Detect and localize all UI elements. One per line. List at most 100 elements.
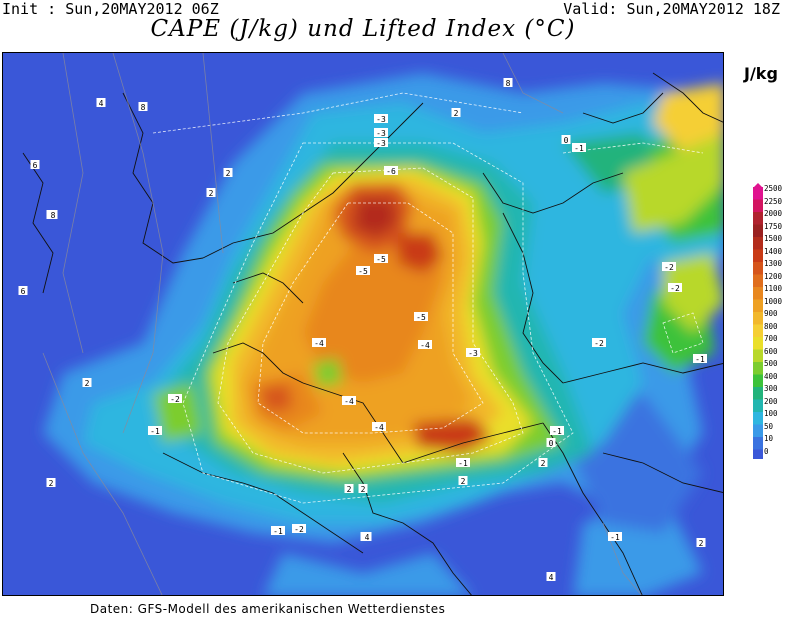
li-label: 2 <box>696 538 706 548</box>
data-source: Daten: GFS-Modell des amerikanischen Wet… <box>90 602 446 616</box>
li-label: -3 <box>374 114 388 124</box>
li-label: -3 <box>374 128 388 138</box>
li-label: 2 <box>451 108 461 118</box>
scale-swatch <box>753 324 763 338</box>
svg-text:2: 2 <box>226 169 231 178</box>
li-label: -5 <box>356 266 370 276</box>
li-label: -2 <box>592 338 606 348</box>
li-label: 0 <box>546 438 556 448</box>
svg-text:-5: -5 <box>376 255 386 264</box>
scale-label: 100 <box>764 409 778 418</box>
svg-text:4: 4 <box>99 99 104 108</box>
li-label: 2 <box>46 478 56 488</box>
svg-text:-6: -6 <box>386 167 396 176</box>
scale-label: 800 <box>764 321 778 331</box>
svg-text:2: 2 <box>541 459 546 468</box>
svg-text:6: 6 <box>21 287 26 296</box>
li-label: -5 <box>414 312 428 322</box>
cape-map: -6 -5 -5 -5 -4 -4 -4 -4 -3 -3 -3 -3 -2 -2 -2 -2 -2 -1 -1 -1… <box>2 52 724 596</box>
li-label: 2 <box>82 378 92 388</box>
scale-label: 1500 <box>764 234 783 243</box>
scale-label: 1100 <box>764 284 783 293</box>
svg-text:0: 0 <box>564 136 569 145</box>
svg-text:2: 2 <box>85 379 90 388</box>
svg-text:-1: -1 <box>610 533 620 542</box>
li-label: -1 <box>693 354 707 364</box>
scale-swatch <box>753 224 763 238</box>
svg-text:-2: -2 <box>294 525 304 534</box>
svg-text:-5: -5 <box>358 267 368 276</box>
svg-text:-1: -1 <box>574 144 584 153</box>
scale-swatch <box>753 362 763 375</box>
li-label: 8 <box>48 210 58 220</box>
li-label: 2 <box>458 476 468 486</box>
scale-swatch <box>753 212 763 225</box>
li-label: -2 <box>662 262 676 272</box>
li-label: 2 <box>344 484 354 494</box>
scale-swatch <box>753 312 763 325</box>
svg-text:0: 0 <box>549 439 554 448</box>
scale-swatch <box>753 262 763 275</box>
li-label: -2 <box>668 283 682 293</box>
scale-label: 400 <box>764 371 778 381</box>
svg-text:2: 2 <box>461 477 466 486</box>
svg-text:-2: -2 <box>594 339 604 348</box>
li-label: -1 <box>608 532 622 542</box>
cape-field <box>3 53 723 595</box>
scale-label: 1200 <box>764 271 783 281</box>
svg-text:-4: -4 <box>314 339 324 348</box>
svg-text:-4: -4 <box>344 397 354 406</box>
svg-text:-2: -2 <box>670 284 680 293</box>
lifted-index-contours <box>152 92 704 504</box>
svg-text:2: 2 <box>361 485 366 494</box>
scale-label: 10 <box>764 434 774 443</box>
scale-swatch <box>753 337 763 350</box>
li-label: 8 <box>503 78 513 88</box>
li-label: 4 <box>362 532 372 542</box>
svg-text:4: 4 <box>365 533 370 542</box>
li-label: -4 <box>418 340 432 350</box>
li-label: 0 <box>561 135 571 145</box>
li-label: 6 <box>18 286 28 296</box>
svg-text:-2: -2 <box>664 263 674 272</box>
li-label: -4 <box>342 396 356 406</box>
scale-swatch <box>753 412 763 425</box>
scale-label: 300 <box>764 384 778 393</box>
scale-label: 1000 <box>764 296 783 306</box>
svg-text:2: 2 <box>347 485 352 494</box>
scale-label: 50 <box>764 421 774 431</box>
svg-text:2: 2 <box>454 109 459 118</box>
li-label: -2 <box>168 394 182 404</box>
scale-label: 1400 <box>764 246 783 256</box>
lifted-index-labels: -6-5-5-5-4 -4-4-4-3-3-3-3-2-2-2-2-2-1-1-1… <box>18 78 707 582</box>
li-label: 4 <box>546 572 556 582</box>
scale-swatch <box>753 287 763 300</box>
scale-label: 900 <box>764 309 778 318</box>
scale-swatch <box>753 299 763 313</box>
valid-time: Valid: Sun,20MAY2012 18Z <box>563 0 780 18</box>
li-label: 2 <box>358 484 368 494</box>
scale-label: 2250 <box>764 196 783 206</box>
scale-label: 700 <box>764 334 778 343</box>
li-label: -5 <box>374 254 388 264</box>
scale-swatch <box>753 449 763 459</box>
svg-text:6: 6 <box>33 161 38 170</box>
svg-text:2: 2 <box>699 539 704 548</box>
li-label: -1 <box>550 426 564 436</box>
scale-label: 200 <box>764 396 778 406</box>
li-label: -1 <box>456 458 470 468</box>
li-label: 2 <box>538 458 548 468</box>
svg-text:-3: -3 <box>468 349 478 358</box>
li-label: 2 <box>206 188 216 198</box>
li-label: 8 <box>138 102 148 112</box>
scale-label: 1750 <box>764 221 783 231</box>
color-scale <box>753 183 763 459</box>
li-label: 6 <box>30 160 40 170</box>
svg-text:-5: -5 <box>416 313 426 322</box>
scale-swatch <box>753 349 763 363</box>
svg-text:2: 2 <box>49 479 54 488</box>
li-label: 4 <box>96 98 106 108</box>
scale-swatch <box>753 187 763 200</box>
scale-label: 2000 <box>764 209 783 218</box>
svg-text:-1: -1 <box>273 527 283 536</box>
